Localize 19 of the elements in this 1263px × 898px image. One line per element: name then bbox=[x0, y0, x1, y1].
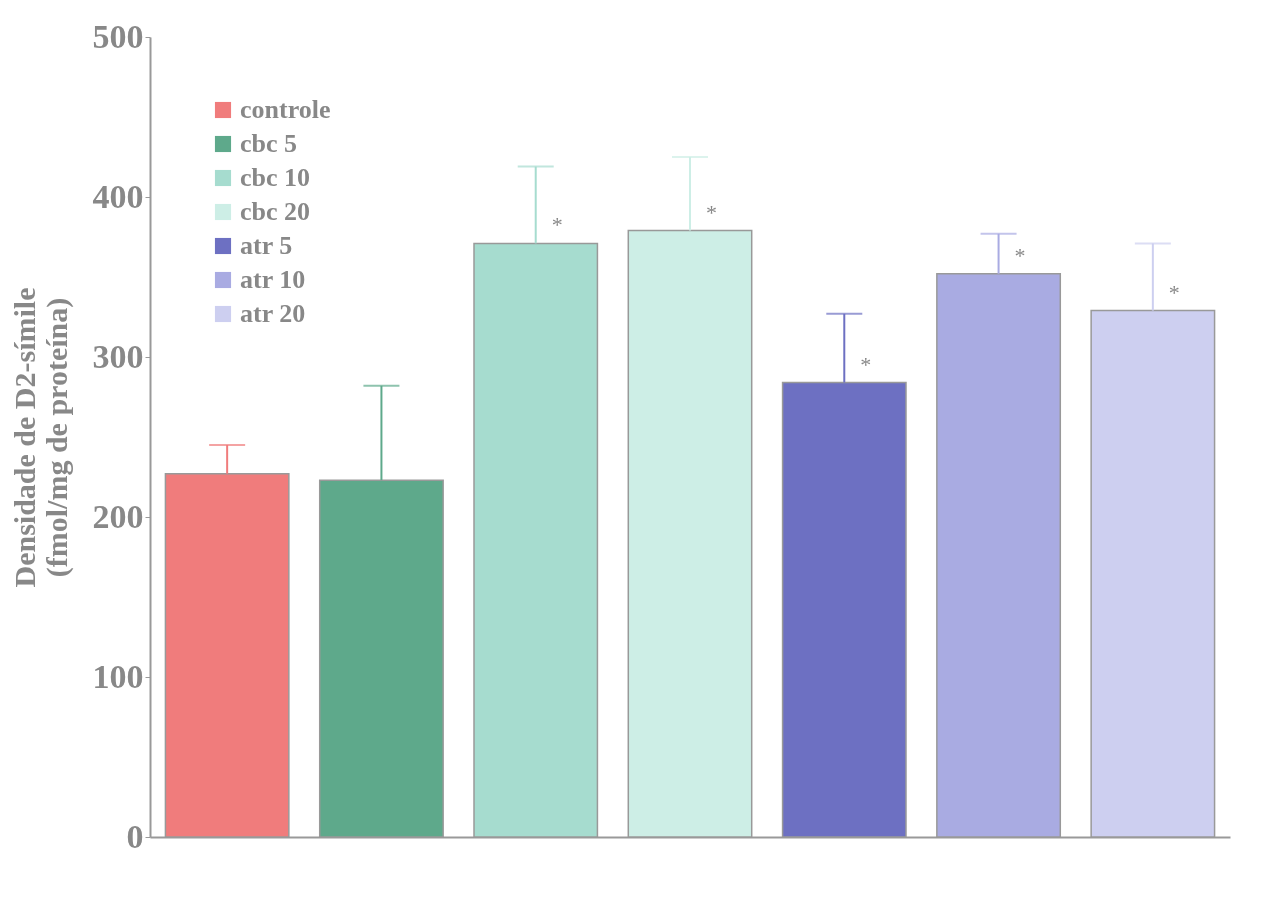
legend-label: cbc 20 bbox=[240, 197, 311, 226]
data-label: * bbox=[706, 199, 717, 225]
data-label: * bbox=[1168, 279, 1180, 305]
y-axis-title: Densidade de D2-símile (fmol/mg de proteína) bbox=[7, 287, 74, 588]
legend-label: cbc 5 bbox=[240, 129, 298, 158]
y-tick-label: 0 bbox=[126, 817, 144, 855]
data-label: * bbox=[551, 212, 563, 238]
y-tick-label: 400 bbox=[92, 177, 144, 215]
legend-label: atr 20 bbox=[240, 299, 306, 328]
data-label: * bbox=[860, 351, 872, 377]
legend-label: atr 10 bbox=[240, 265, 306, 294]
y-tick-label: 300 bbox=[92, 337, 144, 375]
y-tick-label: 200 bbox=[92, 497, 144, 535]
legend-label: atr 5 bbox=[240, 231, 293, 260]
data-label: * bbox=[1014, 242, 1026, 268]
legend-label: cbc 10 bbox=[240, 163, 311, 192]
legend-label: controle bbox=[240, 95, 331, 124]
y-tick-label: 100 bbox=[92, 657, 144, 695]
y-tick-label: 500 bbox=[92, 17, 144, 55]
